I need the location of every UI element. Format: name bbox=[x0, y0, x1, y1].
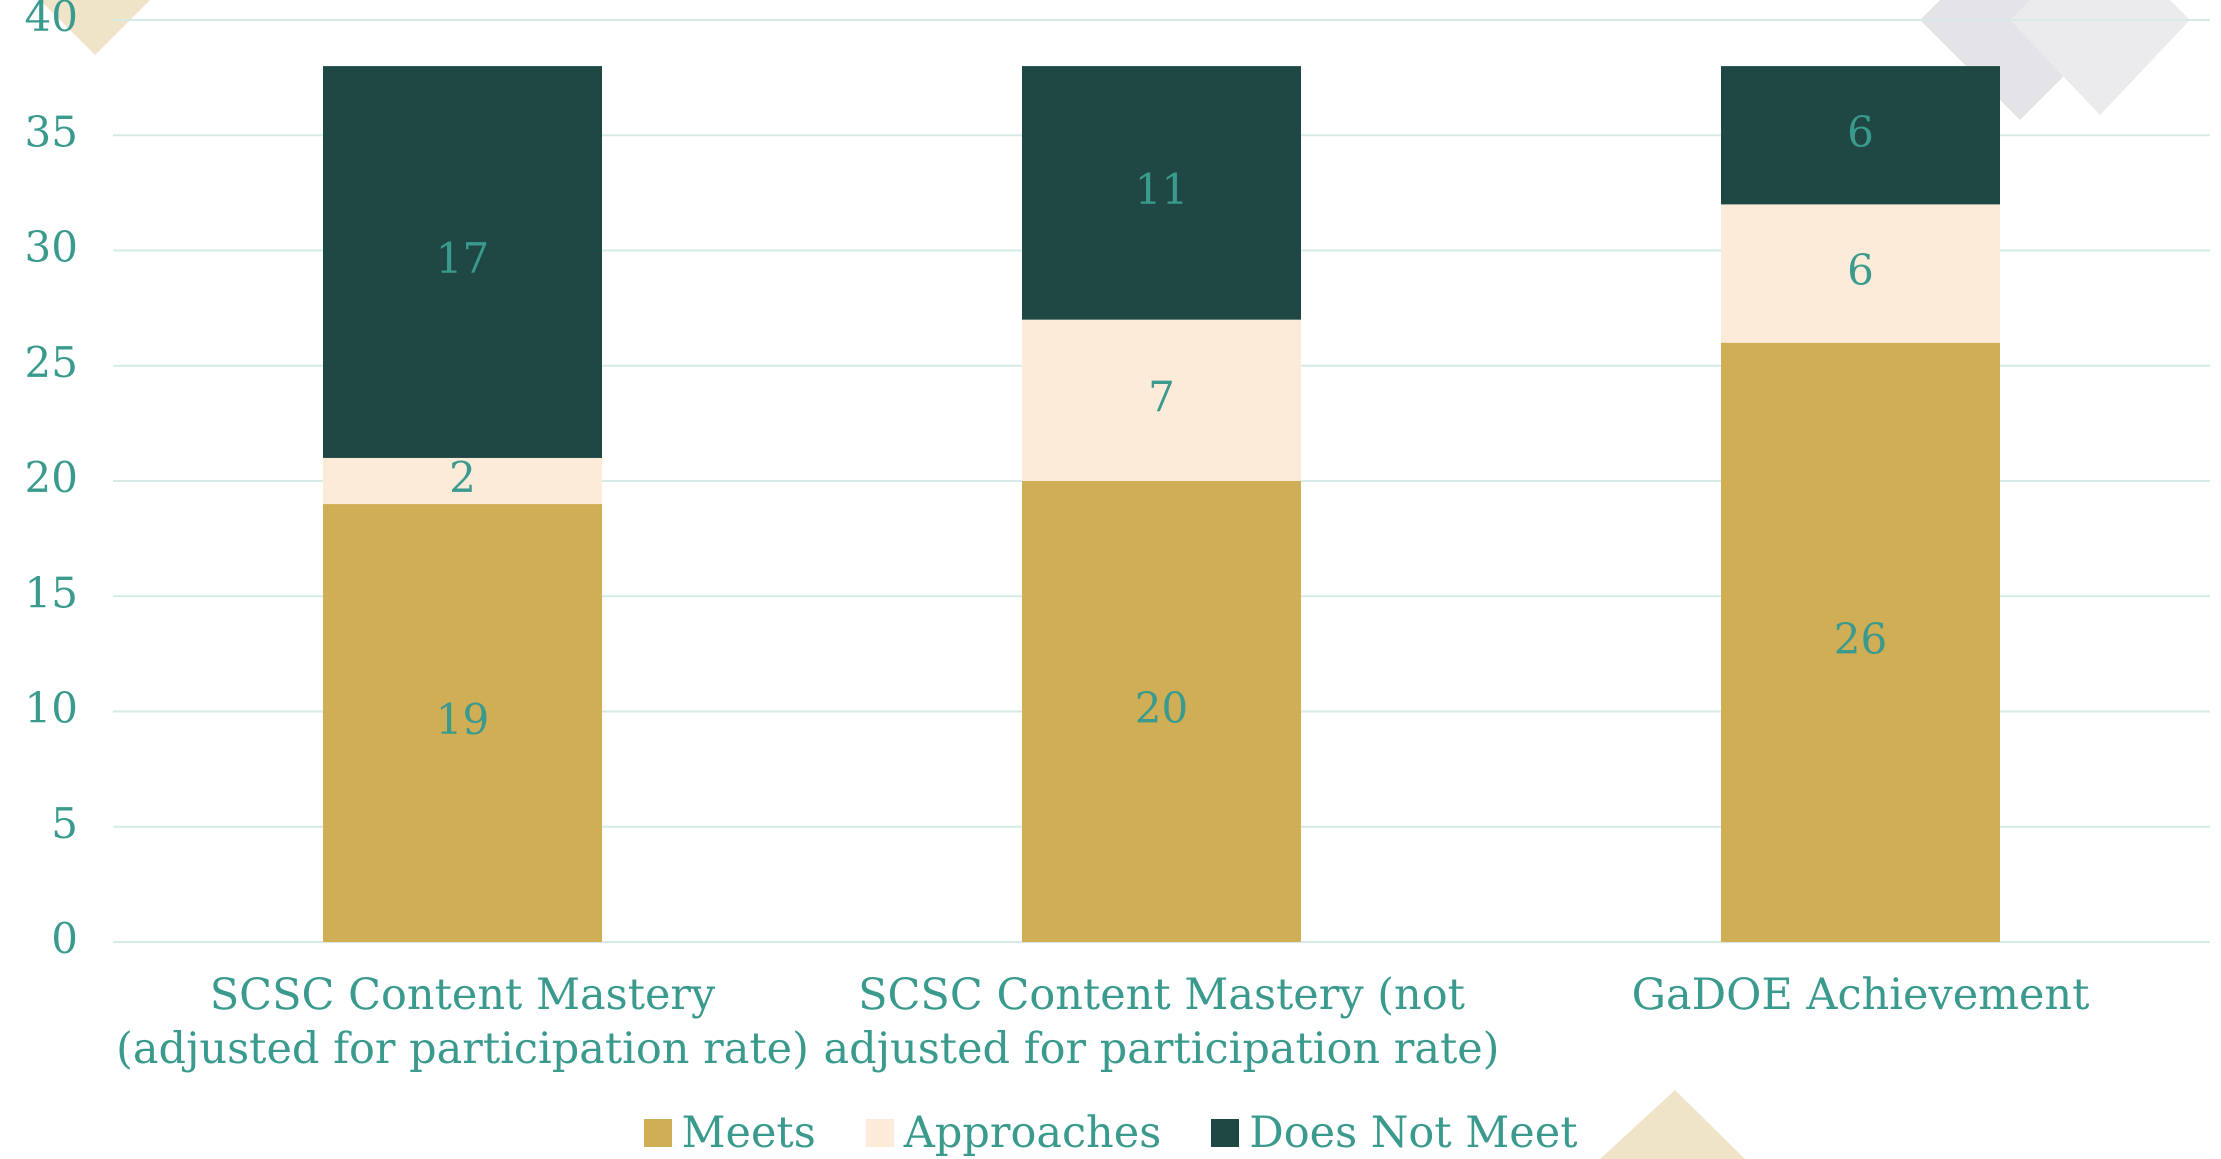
legend-item: Does Not Meet bbox=[1211, 1108, 1577, 1158]
bar-segment bbox=[1721, 204, 2000, 343]
decoration bbox=[40, 0, 150, 55]
y-tick-label: 5 bbox=[51, 799, 78, 848]
legend-swatch bbox=[1211, 1119, 1240, 1147]
x-tick-label: SCSC Content Mastery (adjusted for parti… bbox=[116, 970, 809, 1074]
bar-segment bbox=[1721, 66, 2000, 205]
bar-segment bbox=[323, 66, 602, 458]
legend-label: Meets bbox=[681, 1108, 816, 1158]
bar-segment bbox=[1721, 342, 2000, 942]
data-label: 6 bbox=[1847, 107, 1874, 156]
y-tick-label: 20 bbox=[25, 453, 78, 502]
legend-item: Approaches bbox=[865, 1108, 1162, 1158]
bar-segment bbox=[323, 457, 602, 505]
y-tick-label: 0 bbox=[51, 914, 78, 963]
y-tick-label: 35 bbox=[25, 107, 78, 156]
x-tick-label: SCSC Content Mastery (not adjusted for p… bbox=[823, 970, 1500, 1074]
y-tick-label: 15 bbox=[25, 568, 78, 617]
x-tick-label: GaDOE Achievement bbox=[1631, 970, 2090, 1020]
data-label: 19 bbox=[436, 695, 489, 744]
bar-segment bbox=[1022, 481, 1301, 942]
legend-label: Does Not Meet bbox=[1249, 1108, 1578, 1158]
data-label: 2 bbox=[449, 453, 476, 502]
data-label: 20 bbox=[1135, 684, 1188, 733]
bar-segment bbox=[1022, 319, 1301, 481]
data-label: 26 bbox=[1834, 614, 1887, 663]
bar-segment bbox=[1022, 66, 1301, 320]
data-label: 7 bbox=[1148, 372, 1175, 421]
legend-item: Meets bbox=[643, 1108, 816, 1158]
data-label: 6 bbox=[1847, 246, 1874, 295]
legend-swatch bbox=[865, 1119, 894, 1147]
data-label: 17 bbox=[436, 234, 489, 283]
y-tick-label: 10 bbox=[25, 684, 78, 733]
y-tick-label: 30 bbox=[25, 223, 78, 272]
decoration bbox=[1600, 1090, 1745, 1159]
data-label: 11 bbox=[1135, 165, 1188, 214]
legend-swatch bbox=[643, 1119, 672, 1147]
legend-label: Approaches bbox=[903, 1108, 1162, 1158]
bar-segment bbox=[323, 504, 602, 942]
y-tick-label: 40 bbox=[25, 0, 78, 41]
decoration bbox=[2010, 0, 2190, 115]
y-tick-label: 25 bbox=[25, 338, 78, 387]
legend: Meets Approaches Does Not Meet bbox=[0, 1108, 2221, 1158]
